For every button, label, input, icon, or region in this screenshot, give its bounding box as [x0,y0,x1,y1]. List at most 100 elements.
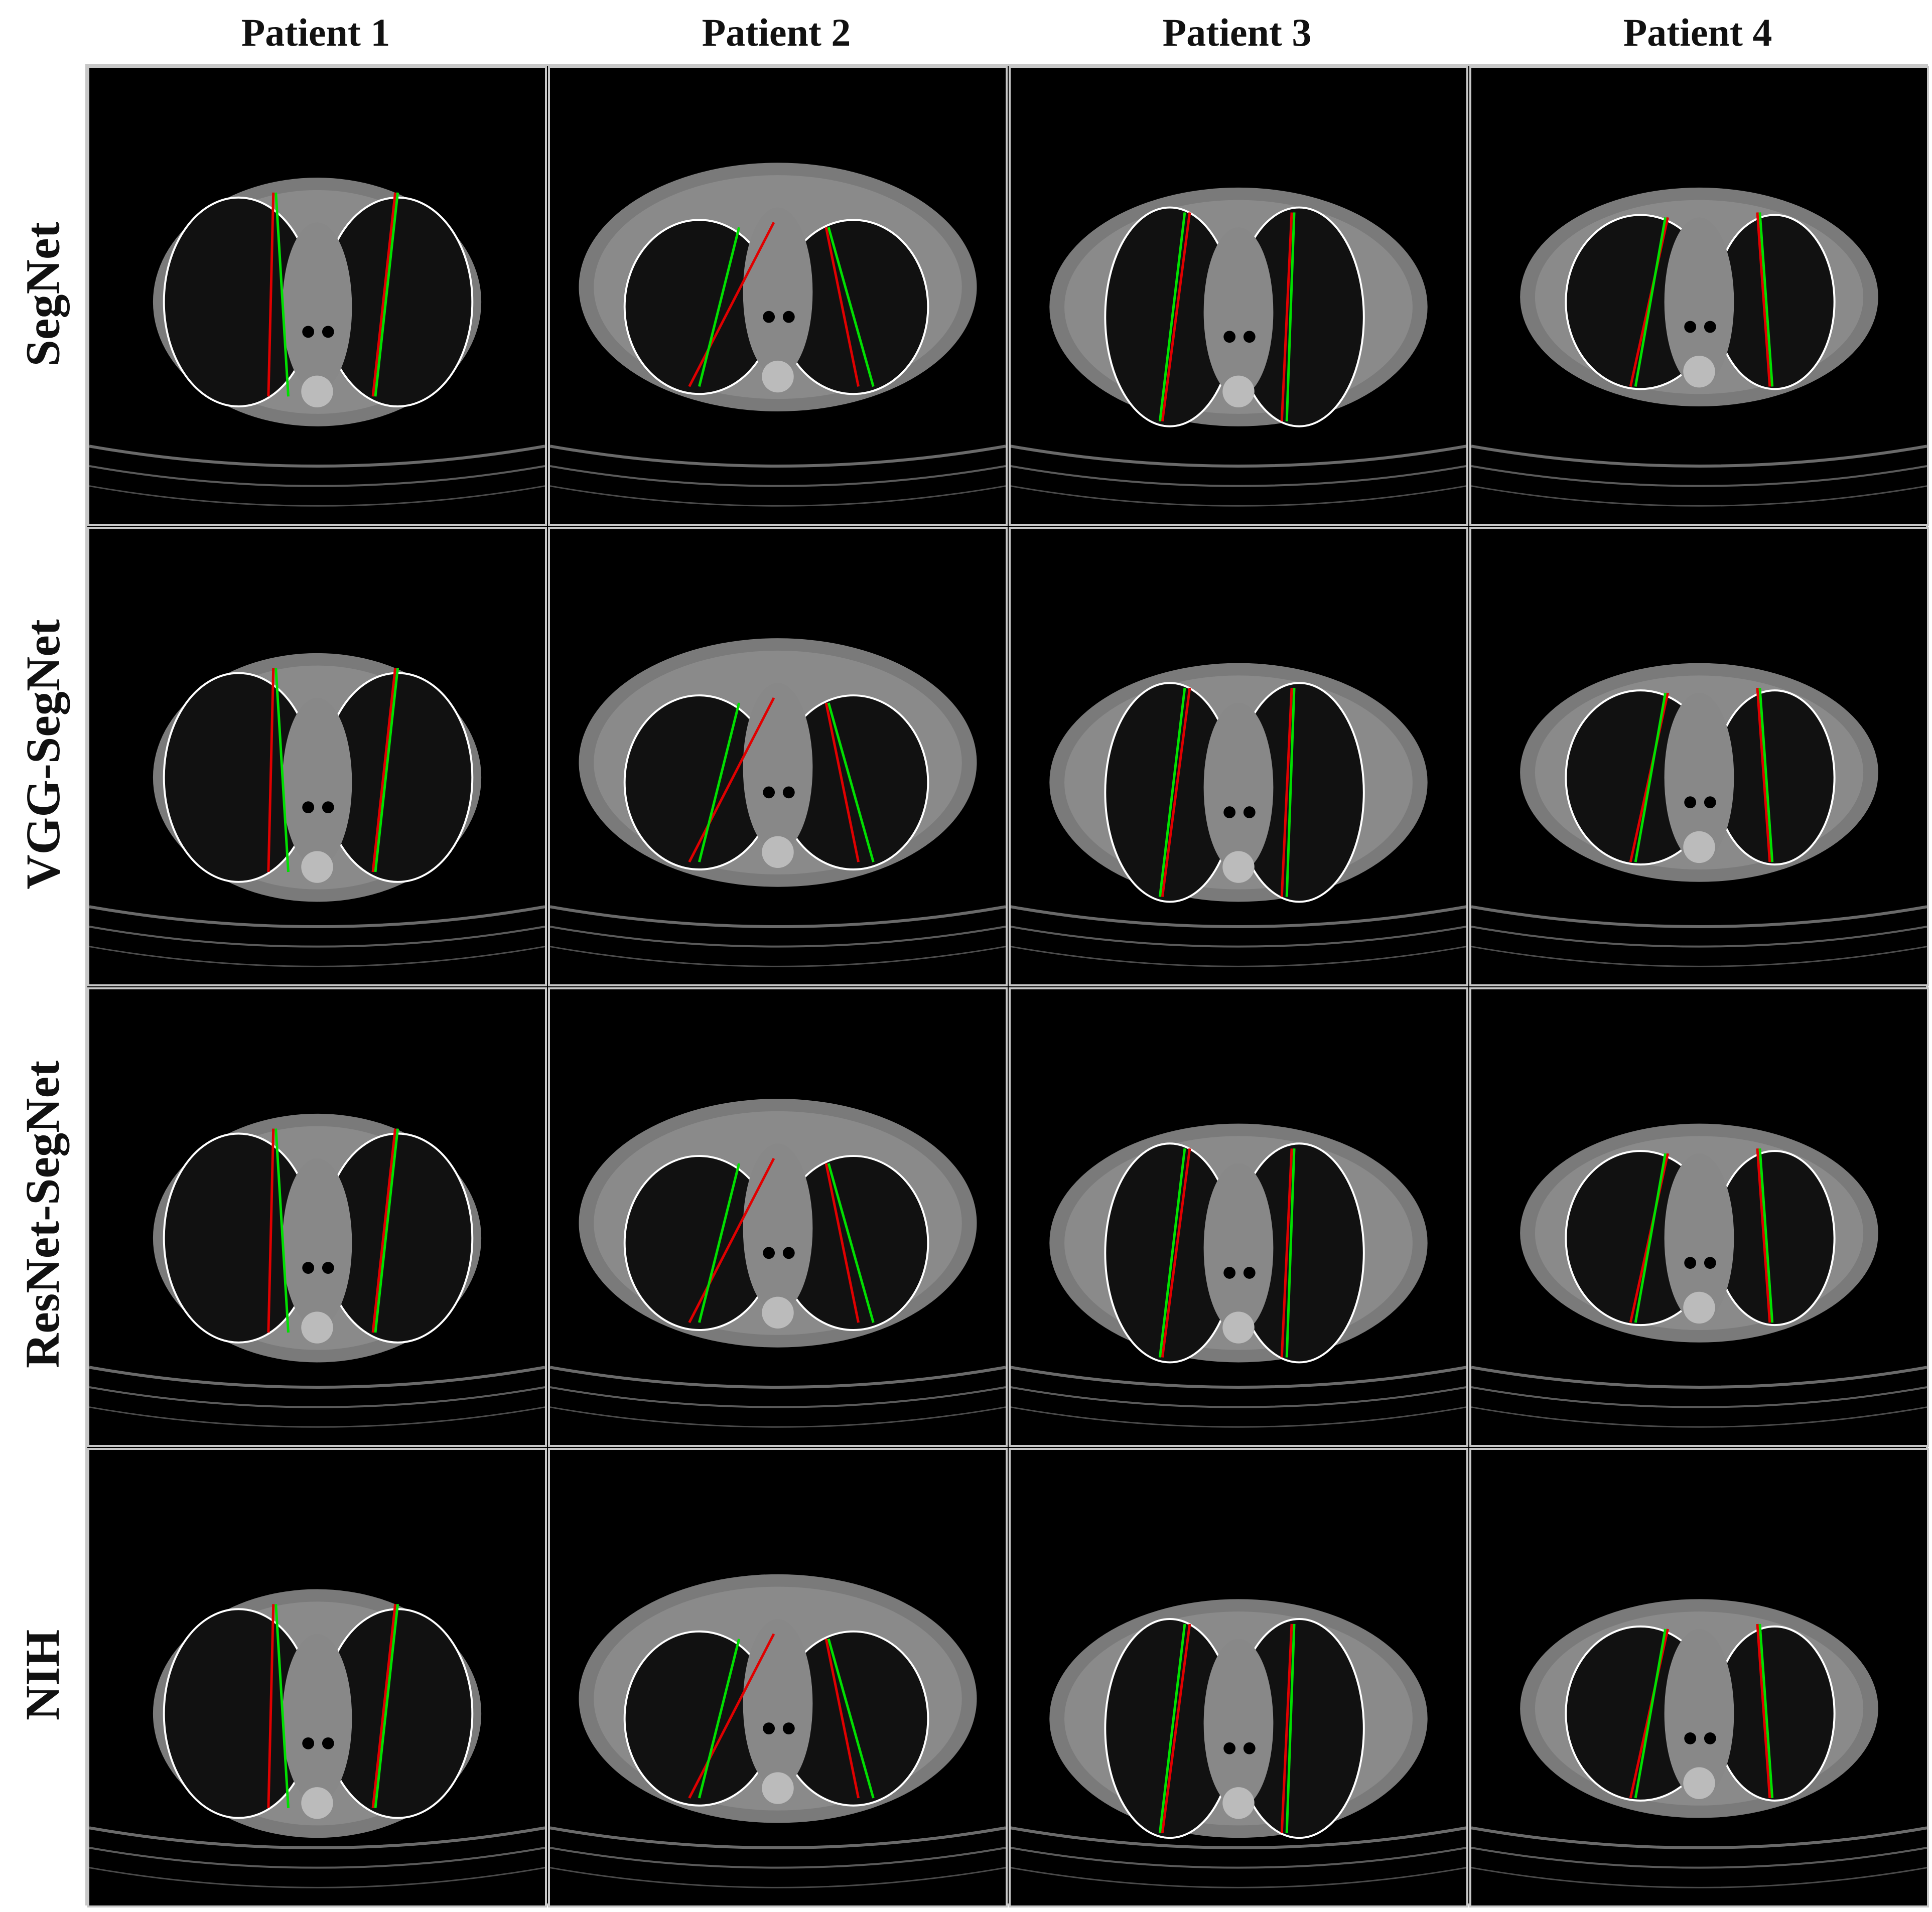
red-predicted-line [1280,1148,1293,1358]
vertebra [1683,1767,1715,1799]
airway [1684,321,1697,333]
scanner-table-line [1471,1847,1927,1869]
ct-slice-resnet-segnet-patient-2 [548,987,1008,1447]
ct-slice-vgg-segnet-patient-4 [1469,527,1929,986]
red-predicted-line [688,1633,775,1799]
green-reference-line [1158,1148,1186,1358]
green-reference-line [1634,217,1667,387]
airway [1243,1267,1256,1279]
airway [1684,1732,1697,1744]
airway [302,1737,315,1749]
red-predicted-line [267,192,275,397]
green-reference-line [1285,212,1296,421]
ct-slice-segnet-patient-3 [1009,66,1468,526]
scanner-table-line [1471,1366,1927,1389]
mediastinum [282,698,352,867]
mediastinum [1664,1629,1734,1798]
green-reference-line [374,1604,399,1808]
ct-slice-resnet-segnet-patient-3 [1009,987,1468,1447]
mediastinum [1664,1153,1734,1323]
scanner-table-line [89,1406,545,1428]
red-predicted-line [267,668,275,872]
red-predicted-line [824,1163,860,1323]
scanner-table-line [1011,1386,1466,1408]
ct-slice-nih-patient-1 [87,1448,547,1907]
scanner-table-line [1011,445,1466,468]
scanner-table-line [550,485,1006,507]
scanner-table-line [1471,905,1927,928]
mediastinum [1203,227,1274,397]
scanner-table-line [550,1386,1006,1408]
airway [763,1247,775,1259]
airway [763,786,775,799]
airway [1243,331,1256,343]
red-predicted-line [1280,1624,1293,1833]
airway [782,311,795,323]
red-predicted-line [267,1604,275,1808]
column-header-patient-2: Patient 2 [702,11,851,54]
red-predicted-line [371,192,397,397]
scanner-table-line [1011,485,1466,507]
green-reference-line [1158,687,1186,897]
mediastinum [1203,1639,1274,1808]
ct-slice-segnet-patient-1 [87,66,547,526]
vertebra [762,360,794,393]
green-reference-line [1758,1148,1774,1323]
green-reference-line [274,1604,290,1808]
ct-slice-segnet-patient-4 [1469,66,1929,526]
red-predicted-line [1756,212,1771,387]
image-grid [85,64,1929,1907]
mediastinum [282,222,352,392]
vertebra [1222,851,1255,883]
red-predicted-line [688,1157,775,1323]
scanner-table-line [550,445,1006,468]
airway [1684,1257,1697,1269]
mediastinum [1203,1163,1274,1333]
scanner-table-line [1011,1366,1466,1389]
mediastinum [743,1143,813,1313]
vertebra [1683,831,1715,863]
scanner-table-line [89,1826,545,1849]
airway [782,1722,795,1735]
green-reference-line [698,702,741,862]
green-reference-line [1634,1629,1667,1799]
ct-slice-resnet-segnet-patient-1 [87,987,547,1447]
red-predicted-line [1161,687,1191,897]
red-predicted-line [688,697,775,863]
red-predicted-line [824,227,860,387]
scanner-table-line [1011,1867,1466,1888]
green-reference-line [1634,692,1667,862]
red-predicted-line [688,222,775,387]
green-reference-line [1758,212,1774,387]
green-reference-line [1758,688,1774,862]
scanner-table-line [550,905,1006,928]
green-reference-line [1758,1624,1774,1799]
mediastinum [282,1158,352,1328]
scanner-table-line [89,926,545,948]
green-reference-line [827,1639,875,1799]
red-predicted-line [824,702,860,862]
green-reference-line [1285,1148,1296,1358]
vertebra [1222,1311,1255,1344]
red-predicted-line [1756,1624,1771,1799]
airway [302,1262,315,1274]
green-reference-line [827,1163,875,1323]
scanner-table-line [550,1826,1006,1849]
airway [1684,796,1697,809]
vertebra [762,1772,794,1804]
airway [1704,321,1716,333]
green-reference-line [374,668,399,872]
airway [1704,1257,1716,1269]
airway [322,801,334,814]
red-predicted-line [1161,212,1191,422]
airway [763,311,775,323]
red-predicted-line [1161,1624,1191,1833]
scanner-table-line [1011,905,1466,928]
airway [1704,1732,1716,1744]
scanner-table-line [550,465,1006,487]
airway [302,326,315,338]
green-reference-line [1158,1624,1186,1833]
ct-slice-nih-patient-4 [1469,1448,1929,1907]
scanner-table-line [550,926,1006,948]
scanner-table-line [1011,465,1466,487]
